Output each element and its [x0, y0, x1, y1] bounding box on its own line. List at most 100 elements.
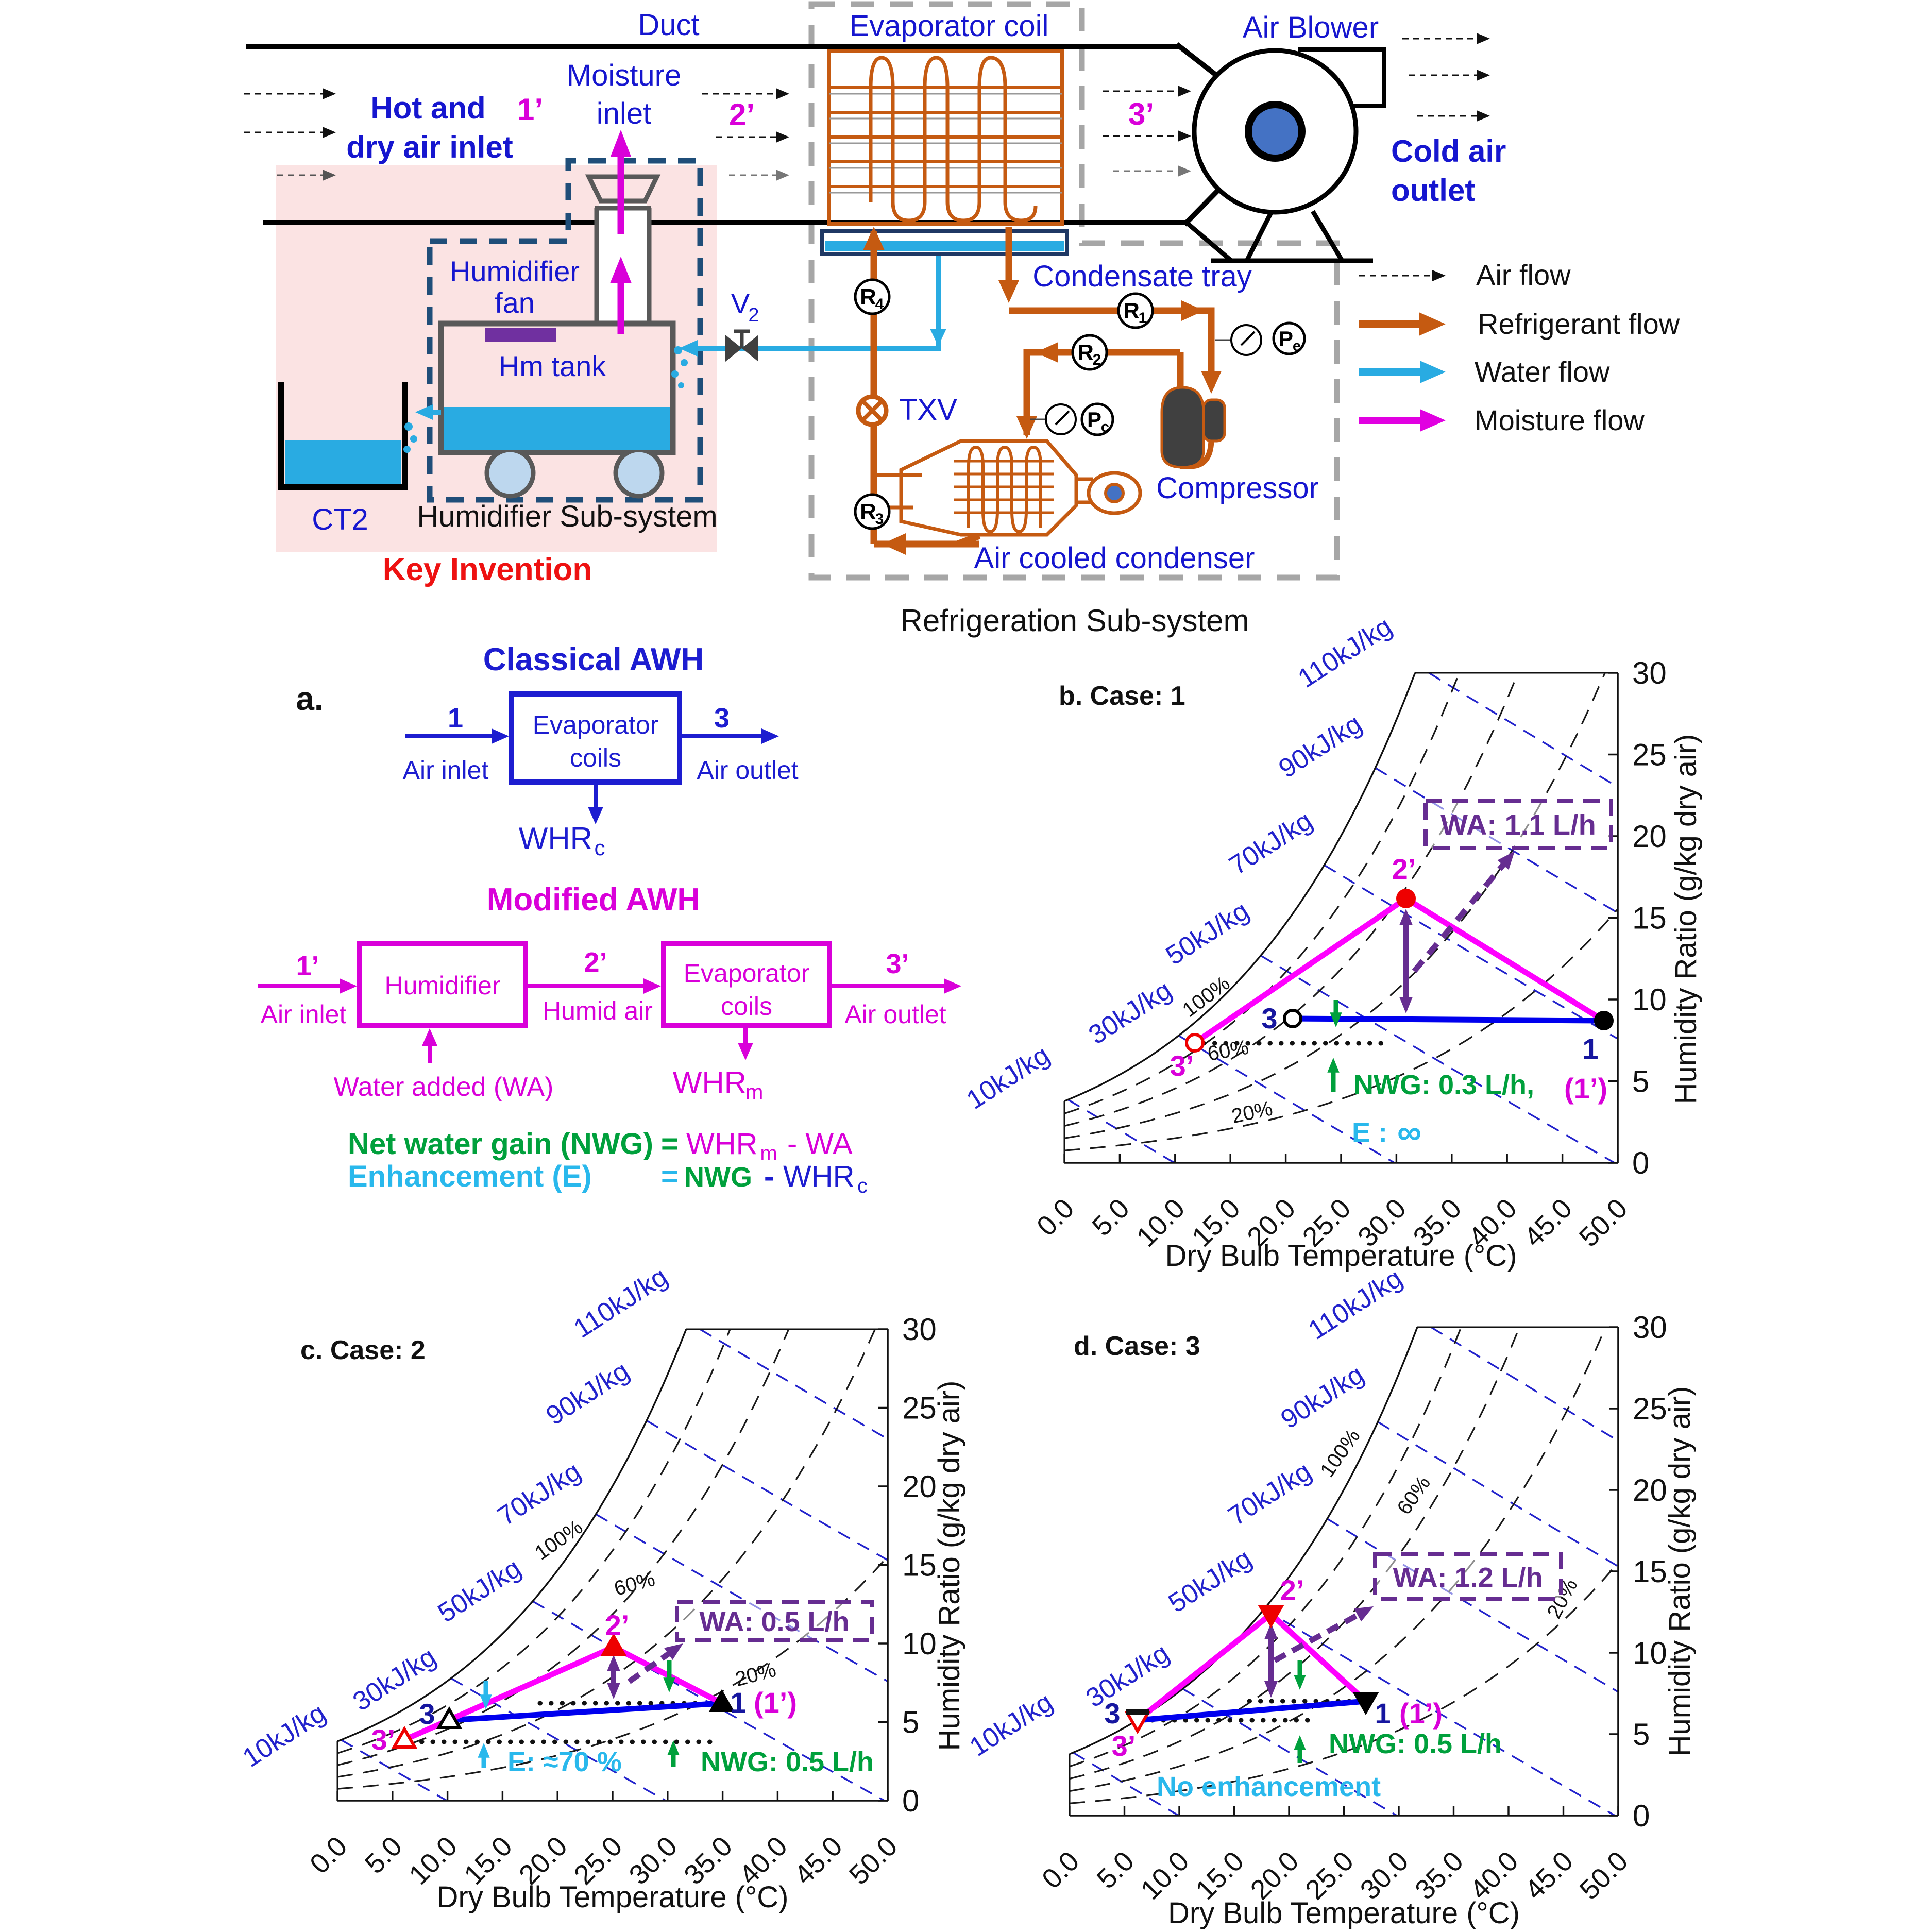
svg-text:Classical AWH: Classical AWH — [483, 642, 704, 677]
svg-text:Evaporator: Evaporator — [533, 710, 659, 739]
svg-text:3: 3 — [419, 1698, 435, 1730]
svg-text:b. Case: 1: b. Case: 1 — [1059, 681, 1185, 711]
svg-text:R: R — [860, 284, 876, 310]
svg-text:1: 1 — [448, 703, 463, 734]
svg-text:(1’): (1’) — [1399, 1697, 1443, 1730]
svg-text:Humidity Ratio (g/kg dry air): Humidity Ratio (g/kg dry air) — [933, 1381, 966, 1751]
svg-text:c: c — [1101, 419, 1109, 435]
svg-text:Air outlet: Air outlet — [697, 756, 798, 785]
svg-text:10: 10 — [1633, 1636, 1667, 1670]
svg-text:Air cooled condenser: Air cooled condenser — [974, 541, 1255, 575]
svg-text:(1’): (1’) — [754, 1686, 797, 1719]
svg-text:3’: 3’ — [1170, 1049, 1194, 1082]
svg-text:NWG: 0.5 L/h: NWG: 0.5 L/h — [1329, 1728, 1502, 1759]
svg-text:R: R — [1077, 340, 1094, 365]
svg-text:Cold air: Cold air — [1391, 134, 1506, 168]
svg-text:WA: 0.5 L/h: WA: 0.5 L/h — [699, 1606, 849, 1637]
svg-text:c. Case: 2: c. Case: 2 — [300, 1335, 426, 1365]
svg-text:WA: 1.1 L/h: WA: 1.1 L/h — [1440, 808, 1596, 841]
svg-text:3’: 3’ — [886, 948, 909, 979]
svg-text:E: ≈70 %: E: ≈70 % — [507, 1747, 622, 1777]
svg-text:NWG: 0.3 L/h,: NWG: 0.3 L/h, — [1353, 1070, 1534, 1100]
svg-text:Compressor: Compressor — [1156, 471, 1319, 505]
svg-text:Refrigeration Sub-system: Refrigeration Sub-system — [901, 603, 1249, 638]
svg-text:1’: 1’ — [517, 92, 543, 127]
svg-text:Air flow: Air flow — [1476, 259, 1571, 291]
svg-text:WHR: WHR — [783, 1160, 855, 1193]
svg-text:inlet: inlet — [597, 97, 651, 130]
svg-text:E :: E : — [1352, 1117, 1387, 1148]
svg-text:Moisture: Moisture — [567, 59, 681, 92]
svg-text:15: 15 — [902, 1548, 937, 1583]
svg-text:1: 1 — [730, 1686, 746, 1719]
svg-text:30: 30 — [1633, 1310, 1667, 1345]
svg-text:WHR: WHR — [519, 821, 592, 856]
svg-text:15: 15 — [1633, 1554, 1667, 1589]
svg-text:Condensate tray: Condensate tray — [1032, 260, 1252, 293]
svg-text:Modified AWH: Modified AWH — [487, 882, 700, 918]
svg-text:30: 30 — [1632, 656, 1667, 690]
svg-text:∞: ∞ — [1397, 1113, 1421, 1151]
svg-text:Hm tank: Hm tank — [499, 350, 606, 382]
svg-text:2: 2 — [748, 304, 759, 326]
svg-text:CT2: CT2 — [312, 503, 368, 536]
svg-text:WHR: WHR — [686, 1127, 758, 1161]
svg-text:V: V — [731, 289, 750, 319]
svg-text:m: m — [760, 1142, 777, 1165]
svg-text:Water added (WA): Water added (WA) — [334, 1072, 554, 1102]
svg-text:3: 3 — [875, 511, 884, 528]
svg-text:3: 3 — [1261, 1002, 1277, 1035]
svg-text:d. Case: 3: d. Case: 3 — [1074, 1331, 1200, 1361]
svg-text:TXV: TXV — [899, 393, 957, 427]
svg-text:3’: 3’ — [1128, 97, 1154, 131]
svg-text:NWG: NWG — [684, 1162, 752, 1193]
svg-text:3: 3 — [714, 703, 730, 734]
svg-text:20: 20 — [902, 1469, 937, 1504]
svg-text:1: 1 — [1582, 1032, 1598, 1065]
svg-text:R: R — [1123, 298, 1140, 324]
svg-text:- WA: - WA — [787, 1127, 853, 1161]
svg-text:m: m — [745, 1080, 764, 1104]
svg-text:-: - — [764, 1160, 774, 1193]
svg-text:3’: 3’ — [371, 1723, 396, 1756]
svg-text:1: 1 — [1139, 310, 1147, 327]
svg-text:dry air inlet: dry air inlet — [346, 130, 513, 164]
svg-text:Air outlet: Air outlet — [844, 1000, 946, 1029]
svg-text:1’: 1’ — [296, 951, 319, 981]
svg-text:c: c — [595, 836, 605, 860]
svg-text:25: 25 — [1632, 738, 1667, 772]
svg-text:P: P — [1087, 408, 1101, 432]
svg-text:Water flow: Water flow — [1475, 355, 1610, 388]
svg-text:fan: fan — [495, 286, 535, 319]
svg-text:0: 0 — [902, 1784, 919, 1818]
svg-text:c: c — [857, 1175, 868, 1197]
svg-text:Air Blower: Air Blower — [1243, 11, 1379, 44]
svg-text:WA: 1.2 L/h: WA: 1.2 L/h — [1393, 1562, 1543, 1593]
svg-text:2’: 2’ — [729, 97, 755, 132]
svg-text:Net water gain (NWG): Net water gain (NWG) — [348, 1127, 653, 1161]
svg-text:5: 5 — [1632, 1064, 1649, 1099]
svg-text:a.: a. — [296, 680, 323, 717]
svg-text:Air inlet: Air inlet — [403, 756, 489, 785]
svg-text:2’: 2’ — [605, 1609, 630, 1641]
svg-text:Dry Bulb Temperature (°C): Dry Bulb Temperature (°C) — [437, 1880, 789, 1914]
svg-text:3’: 3’ — [1112, 1730, 1136, 1762]
svg-text:Evaporator: Evaporator — [684, 959, 810, 988]
svg-text:25: 25 — [902, 1391, 937, 1426]
svg-text:=: = — [661, 1160, 679, 1193]
svg-text:10: 10 — [1632, 982, 1667, 1017]
svg-text:Duct: Duct — [638, 8, 699, 42]
svg-text:Dry Bulb Temperature (°C): Dry Bulb Temperature (°C) — [1168, 1896, 1520, 1930]
svg-text:5: 5 — [902, 1705, 919, 1740]
svg-text:P: P — [1279, 327, 1293, 351]
svg-text:0: 0 — [1633, 1799, 1650, 1833]
svg-text:10: 10 — [902, 1626, 937, 1661]
svg-text:Refrigerant flow: Refrigerant flow — [1478, 308, 1680, 340]
svg-text:4: 4 — [875, 296, 884, 313]
svg-text:1: 1 — [1375, 1697, 1391, 1730]
svg-text:Moisture flow: Moisture flow — [1475, 404, 1645, 436]
svg-text:Evaporator coil: Evaporator coil — [850, 9, 1049, 43]
svg-text:R: R — [860, 499, 876, 524]
svg-text:30: 30 — [902, 1312, 937, 1347]
svg-text:NWG: 0.5 L/h: NWG: 0.5 L/h — [701, 1747, 874, 1777]
